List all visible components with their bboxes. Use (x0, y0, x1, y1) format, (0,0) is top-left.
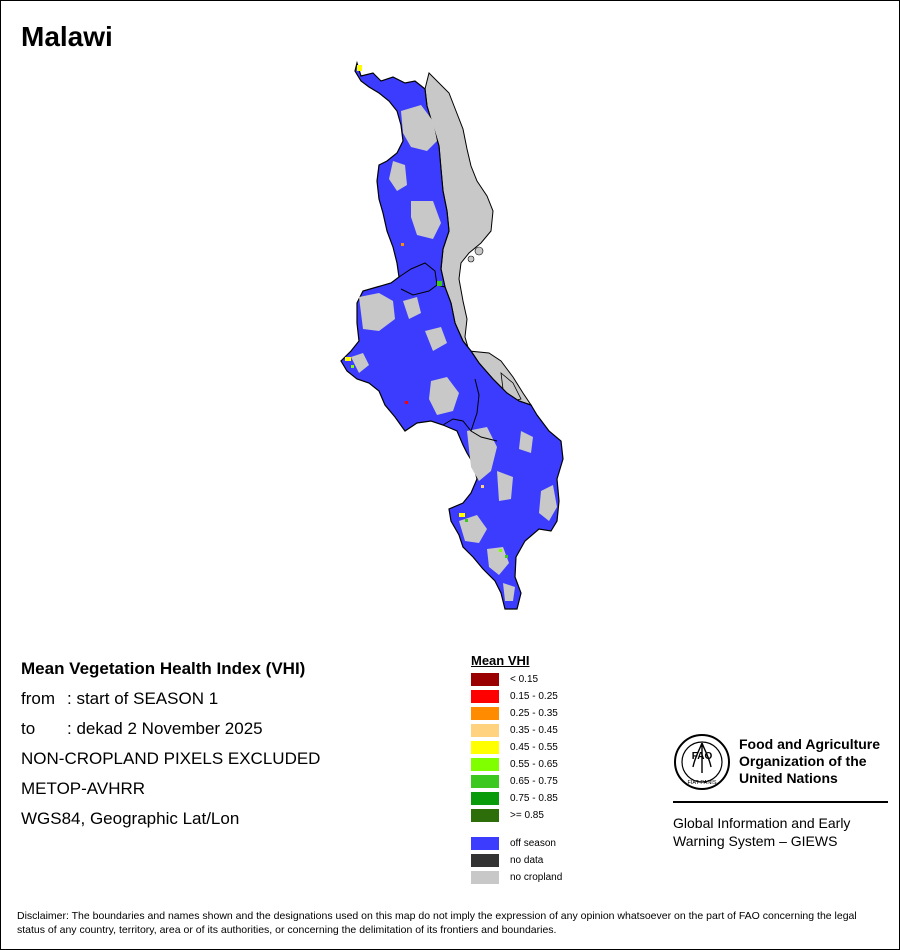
malawi-land (340, 60, 564, 610)
legend-swatch (471, 741, 499, 754)
map-title: Malawi (21, 21, 113, 52)
from-label: from (21, 689, 55, 708)
legend-swatch (471, 707, 499, 720)
to-label: to (21, 719, 36, 738)
legend-label: 0.75 - 0.85 (510, 793, 558, 804)
legend-swatch (471, 854, 499, 867)
giews-line: Warning System – GIEWS (673, 833, 838, 849)
legend-swatch (471, 871, 499, 884)
from-line: from : start of SEASON 1 (21, 689, 218, 709)
org-name-line: United Nations (739, 770, 838, 786)
legend-label: off season (510, 838, 556, 849)
legend-title: Mean VHI (471, 653, 530, 668)
legend-label: 0.45 - 0.55 (510, 742, 558, 753)
legend-label: >= 0.85 (510, 810, 544, 821)
legend-label: 0.55 - 0.65 (510, 759, 558, 770)
malawi-map (340, 60, 564, 610)
legend-swatch (471, 690, 499, 703)
from-value: : start of SEASON 1 (67, 689, 219, 708)
chizumulu-island (467, 255, 475, 263)
legend-label: no data (510, 855, 544, 866)
legend-swatch (471, 758, 499, 771)
to-line: to : dekad 2 November 2025 (21, 719, 263, 739)
projection-label: WGS84, Geographic Lat/Lon (21, 809, 240, 828)
legend-label: 0.65 - 0.75 (510, 776, 558, 787)
fao-logo-icon: FAO FIAT PANIS (674, 734, 730, 790)
likoma-island (474, 246, 484, 256)
svg-text:FAO: FAO (692, 751, 713, 762)
logo-divider (673, 801, 888, 803)
legend-swatch (471, 837, 499, 850)
legend-swatch (471, 809, 499, 822)
legend-label: 0.35 - 0.45 (510, 725, 558, 736)
cropland-note: NON-CROPLAND PIXELS EXCLUDED (21, 749, 321, 768)
organization-name: Food and Agriculture Organization of the… (739, 736, 899, 787)
giews-name: Global Information and Early Warning Sys… (673, 814, 893, 850)
legend-swatch (471, 673, 499, 686)
legend-label: no cropland (510, 872, 563, 883)
giews-line: Global Information and Early (673, 815, 851, 831)
map-heading: Mean Vegetation Health Index (VHI) (21, 659, 306, 678)
legend-swatch (471, 775, 499, 788)
disclaimer: Disclaimer: The boundaries and names sho… (17, 910, 857, 936)
legend-label: 0.15 - 0.25 (510, 691, 558, 702)
legend-label: < 0.15 (510, 674, 539, 685)
org-name-line: Organization of the (739, 753, 867, 769)
legend-swatch (471, 792, 499, 805)
no-cropland-areas (351, 105, 557, 601)
to-value: : dekad 2 November 2025 (67, 719, 263, 738)
svg-text:FIAT PANIS: FIAT PANIS (687, 780, 716, 786)
legend-label: 0.25 - 0.35 (510, 708, 558, 719)
sensor-label: METOP-AVHRR (21, 779, 146, 798)
vhi-pixels (345, 65, 508, 558)
legend-swatch (471, 724, 499, 737)
org-name-line: Food and Agriculture (739, 736, 881, 752)
